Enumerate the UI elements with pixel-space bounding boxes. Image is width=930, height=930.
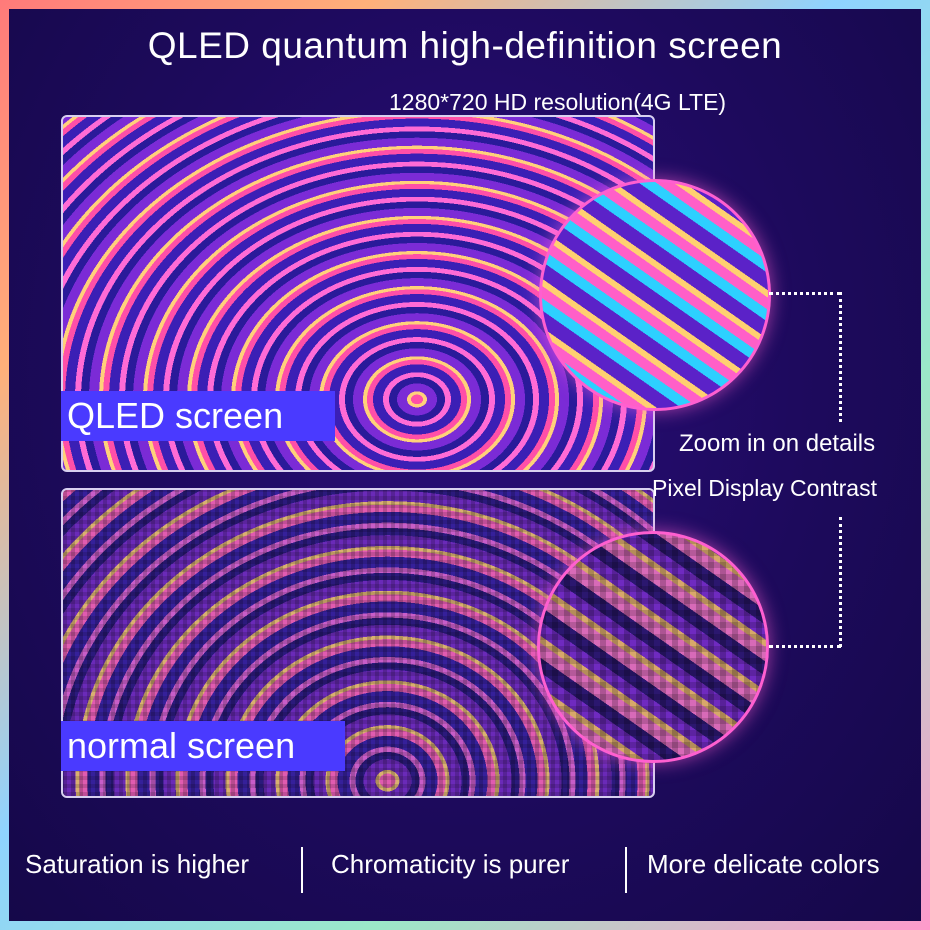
feature-saturation: Saturation is higher [25,849,250,879]
qled-screen-label: QLED screen [61,391,335,441]
connector-top-v [839,292,842,422]
ad-frame: QLED quantum high-definition screen 1280… [9,9,921,921]
page-title: QLED quantum high-definition screen [147,25,783,66]
pixel-contrast-caption: Pixel Display Contrast [652,475,877,501]
feature-divider [625,847,627,893]
feature-colors: More delicate colors [647,849,880,879]
page-subtitle: 1280*720 HD resolution(4G LTE) [389,89,727,115]
normal-screen-label: normal screen [61,721,345,771]
feature-divider [301,847,303,893]
connector-bottom-h [769,645,841,648]
zoom-caption: Zoom in on details [679,430,876,457]
qled-zoom-circle [539,179,771,411]
normal-zoom-circle [537,531,769,763]
connector-bottom-v [839,517,842,647]
connector-top-h [769,292,841,295]
feature-chromaticity: Chromaticity is purer [331,849,570,879]
